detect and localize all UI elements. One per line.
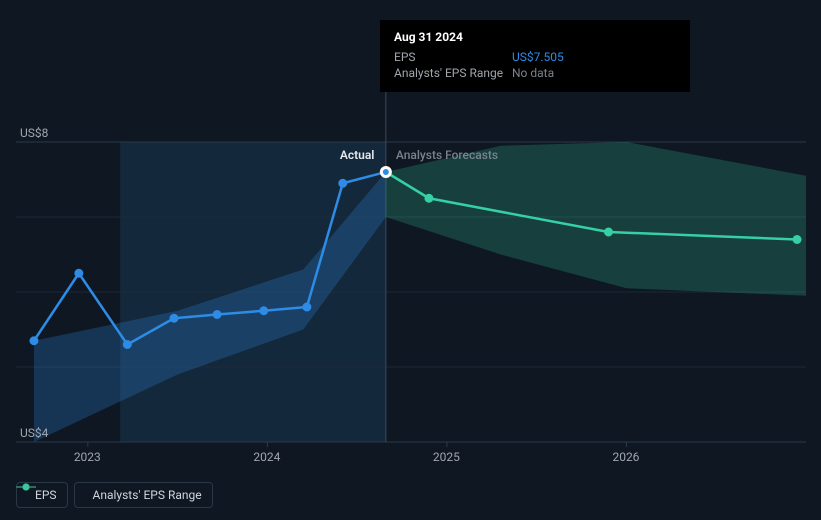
eps-chart: Aug 31 2024 EPSUS$7.505Analysts' EPS Ran… [0, 0, 821, 520]
tooltip-row: Analysts' EPS RangeNo data [394, 66, 676, 80]
y-axis-label: US$4 [20, 426, 48, 440]
tooltip-row-value: US$7.505 [512, 50, 564, 64]
x-axis-label: 2026 [612, 450, 639, 464]
legend-item-label: Analysts' EPS Range [93, 488, 202, 502]
tooltip-row-label: EPS [394, 50, 512, 64]
legend-item-label: EPS [35, 488, 57, 502]
tooltip-date: Aug 31 2024 [394, 30, 676, 44]
section-label-forecast: Analysts Forecasts [396, 148, 498, 162]
tooltip-row: EPSUS$7.505 [394, 50, 676, 64]
section-label-actual: Actual [340, 148, 375, 162]
y-axis-label: US$8 [20, 126, 48, 140]
chart-legend: EPS Analysts' EPS Range [16, 482, 213, 508]
tooltip-row-label: Analysts' EPS Range [394, 66, 512, 80]
legend-item-range[interactable]: Analysts' EPS Range [74, 482, 213, 508]
chart-tooltip: Aug 31 2024 EPSUS$7.505Analysts' EPS Ran… [380, 20, 690, 92]
x-axis-label: 2023 [74, 450, 101, 464]
x-axis-label: 2024 [253, 450, 280, 464]
tooltip-row-value: No data [512, 66, 554, 80]
x-axis-label: 2025 [433, 450, 460, 464]
